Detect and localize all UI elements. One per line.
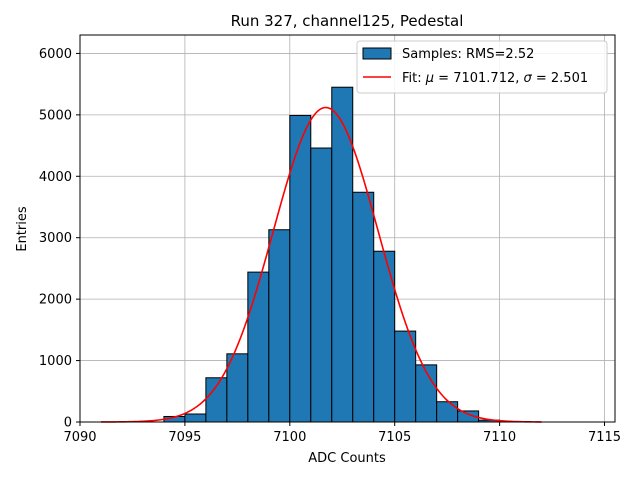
x-axis-ticks: 7090 7095 7100 7105 7110 7115: [63, 422, 621, 445]
legend-sigma-value: = 2.501: [532, 71, 588, 86]
x-tick-label: 7100: [273, 430, 306, 445]
y-tick-label: 2000: [39, 293, 72, 308]
x-axis-label: ADC Counts: [308, 451, 386, 466]
legend: Samples: RMS=2.52 Fit: μ = 7101.712, σ =…: [356, 40, 608, 94]
histogram-bar: [310, 147, 333, 423]
histogram-bar: [436, 401, 459, 423]
y-tick-label: 1000: [39, 354, 72, 369]
legend-bar-swatch: [362, 47, 392, 60]
plot-frame: [79, 34, 616, 423]
y-axis-ticks: 0 1000 2000 3000 4000 5000 6000: [39, 47, 80, 431]
x-tick-label: 7110: [483, 430, 516, 445]
x-tick-label: 7090: [63, 430, 96, 445]
fit-curve: [100, 106, 542, 423]
histogram-bar: [247, 271, 270, 423]
x-tick-label: 7115: [588, 430, 621, 445]
legend-samples-label: Samples: RMS=2.52: [402, 47, 534, 62]
legend-box: [356, 40, 608, 94]
legend-mu-symbol: μ: [425, 71, 434, 86]
histogram-bar: [268, 229, 291, 423]
y-tick-label: 5000: [39, 108, 72, 123]
x-tick-label: 7105: [378, 430, 411, 445]
histogram-bar: [415, 364, 438, 423]
y-tick-label: 6000: [39, 47, 72, 62]
x-tick-label: 7095: [168, 430, 201, 445]
legend-sigma-symbol: σ: [524, 71, 533, 86]
histogram-bar: [205, 377, 228, 423]
y-tick-label: 0: [64, 416, 72, 431]
histogram-bar: [184, 413, 207, 423]
histogram-bars: [163, 86, 501, 423]
y-axis-label: Entries: [15, 206, 30, 252]
histogram-bar: [394, 330, 417, 423]
chart-title: Run 327, channel125, Pedestal: [231, 12, 464, 30]
histogram-bar: [352, 191, 375, 423]
y-tick-label: 3000: [39, 231, 72, 246]
legend-fit-prefix: Fit:: [402, 71, 426, 86]
y-tick-label: 4000: [39, 170, 72, 185]
legend-mu-value: = 7101.712,: [434, 71, 523, 86]
legend-fit-label: Fit: μ = 7101.712, σ = 2.501: [402, 71, 588, 86]
